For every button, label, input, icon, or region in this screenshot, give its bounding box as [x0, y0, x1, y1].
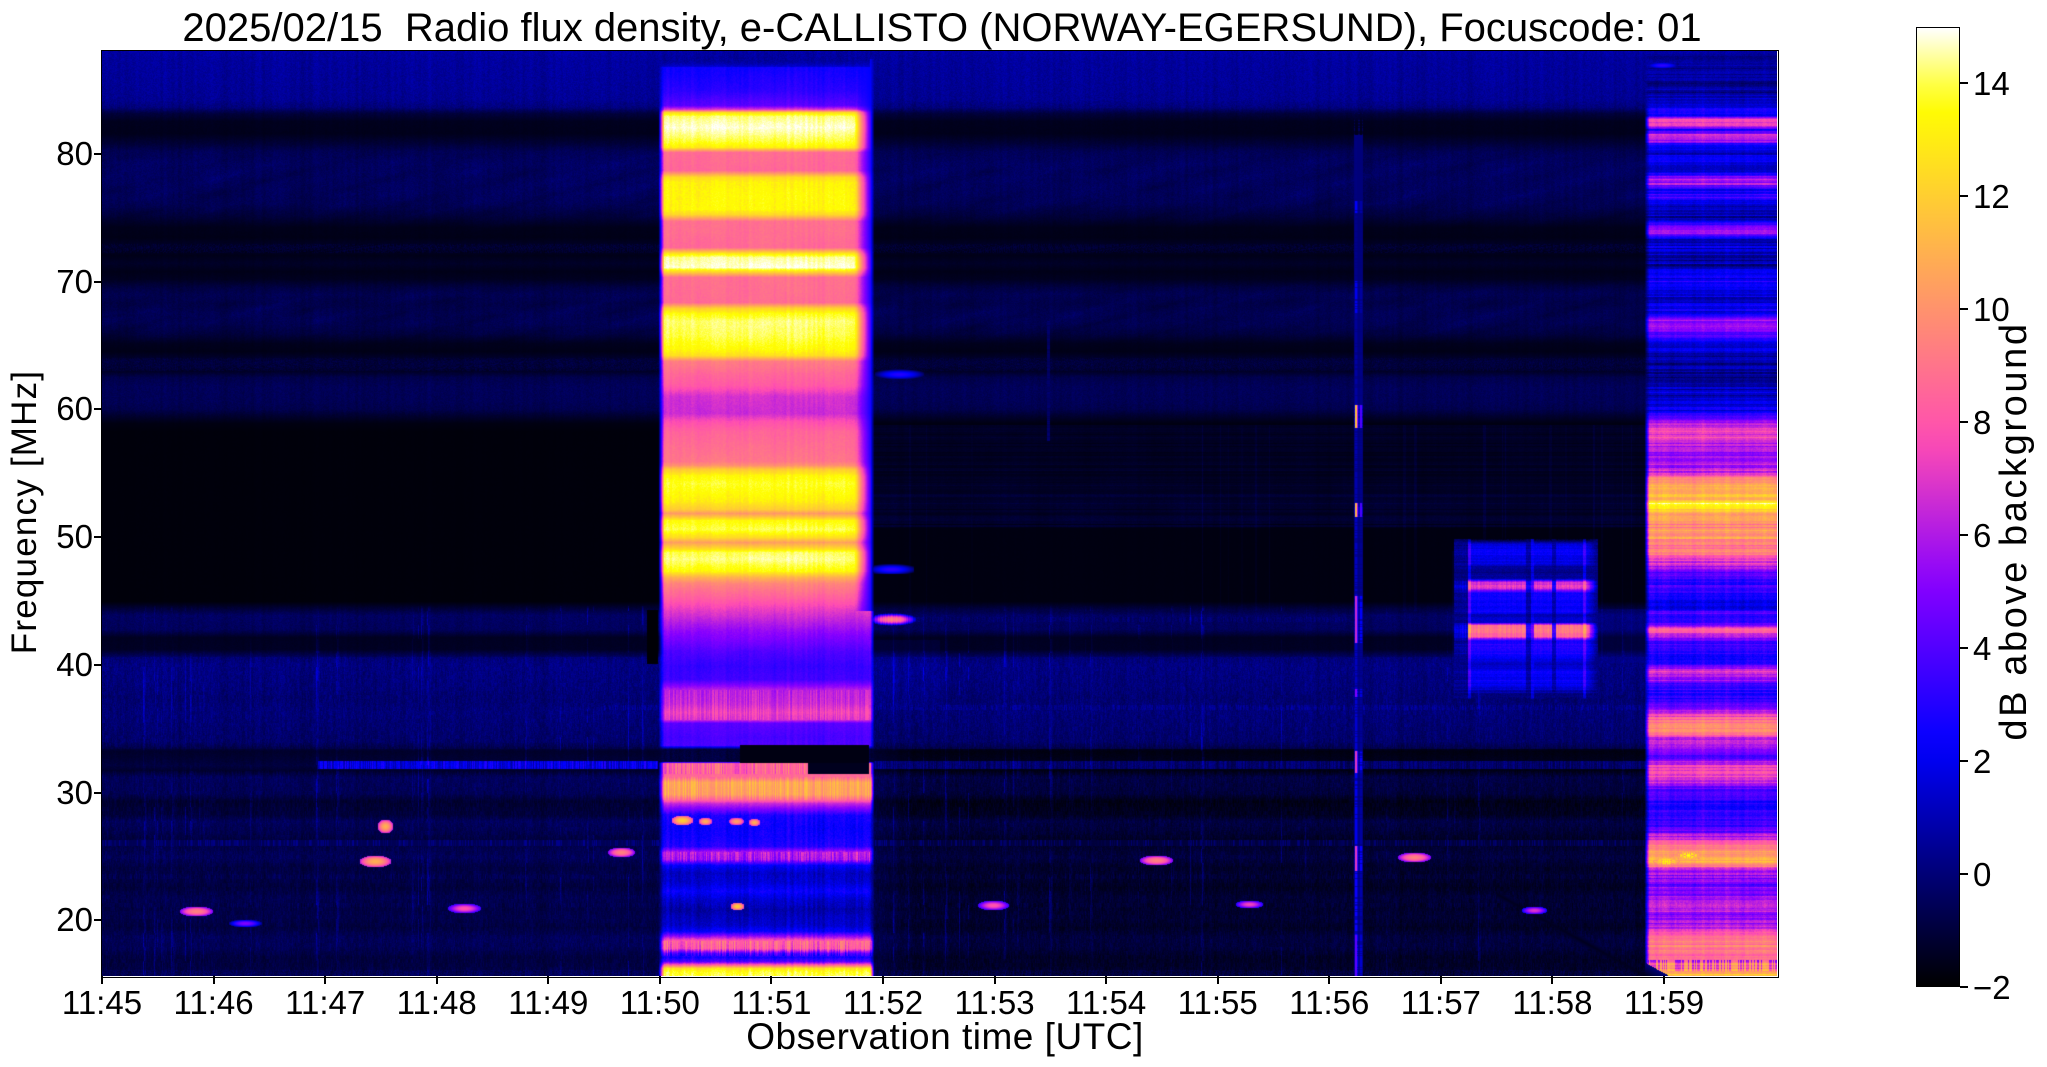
svg-text:Frequency [MHz]: Frequency [MHz]	[5, 370, 44, 654]
svg-text:dB above background: dB above background	[1993, 321, 2035, 740]
